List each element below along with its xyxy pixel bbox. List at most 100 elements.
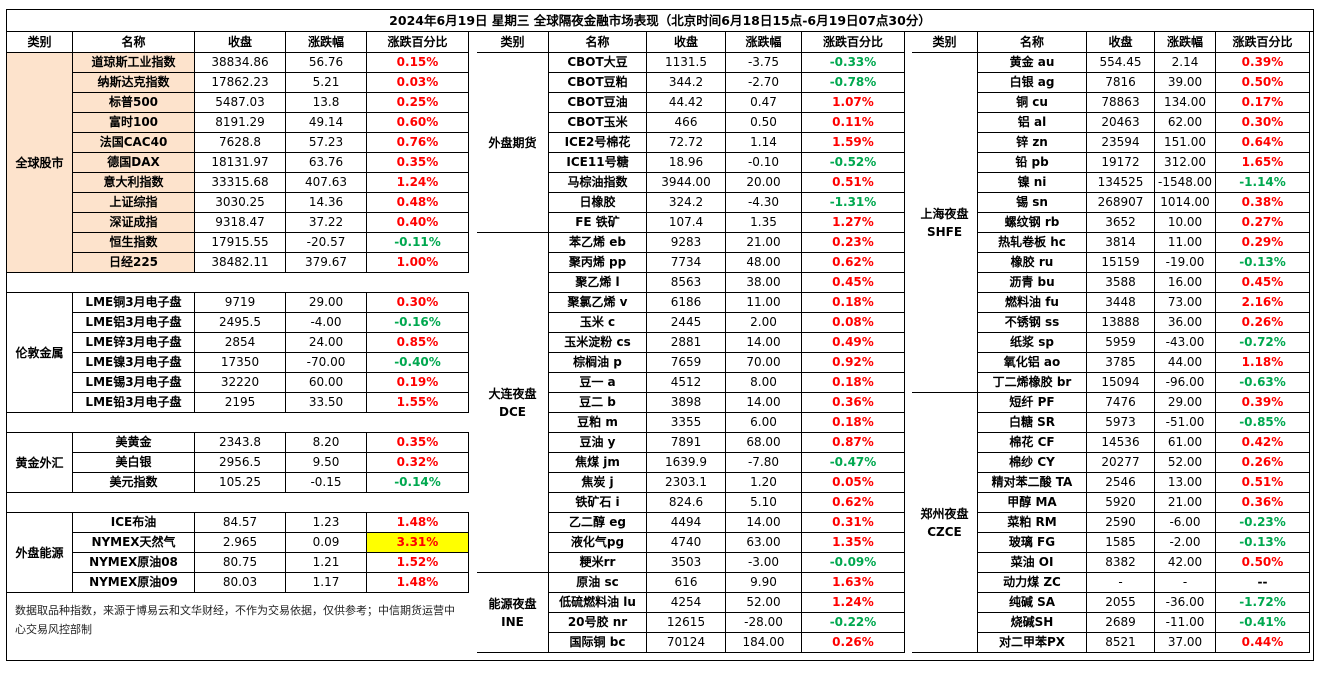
cell-change: 2.14 xyxy=(1155,53,1216,73)
cell-close: 1639.9 xyxy=(647,453,726,473)
cell-change: 42.00 xyxy=(1155,553,1216,573)
cell-pct: 0.62% xyxy=(802,253,905,273)
cell-change: 5.21 xyxy=(286,73,367,93)
cell-close: 3588 xyxy=(1087,273,1155,293)
cell-name: 深证成指 xyxy=(73,213,195,233)
cell-close: 84.57 xyxy=(195,513,286,533)
cell-close: 466 xyxy=(647,113,726,133)
cell-name: 不锈钢 ss xyxy=(978,313,1087,333)
cell-close: 3652 xyxy=(1087,213,1155,233)
cell-name: 意大利指数 xyxy=(73,173,195,193)
cell-name: 聚乙烯 l xyxy=(549,273,647,293)
cell-name: 沥青 bu xyxy=(978,273,1087,293)
cell-change: 39.00 xyxy=(1155,73,1216,93)
cell-close: 3814 xyxy=(1087,233,1155,253)
cell-close: 3448 xyxy=(1087,293,1155,313)
cell-pct: 0.64% xyxy=(1216,133,1310,153)
cell-pct: -0.13% xyxy=(1216,253,1310,273)
cell-name: 聚氯乙烯 v xyxy=(549,293,647,313)
cell-pct: 0.45% xyxy=(802,273,905,293)
cell-name: ICE布油 xyxy=(73,513,195,533)
cell-close: 2495.5 xyxy=(195,313,286,333)
cell-close: 7628.8 xyxy=(195,133,286,153)
group-spacer xyxy=(7,413,469,433)
column-header: 涨跌幅 xyxy=(286,32,367,53)
cell-change: 184.00 xyxy=(726,633,802,653)
column-header: 类别 xyxy=(477,32,549,53)
cell-close: 17915.55 xyxy=(195,233,286,253)
cell-change: 134.00 xyxy=(1155,93,1216,113)
cell-pct: 0.31% xyxy=(802,513,905,533)
cell-pct: 1.65% xyxy=(1216,153,1310,173)
cell-change: 0.47 xyxy=(726,93,802,113)
cell-name: 焦炭 j xyxy=(549,473,647,493)
cell-pct: 0.08% xyxy=(802,313,905,333)
cell-name: 菜油 OI xyxy=(978,553,1087,573)
cell-pct: 1.63% xyxy=(802,573,905,593)
cell-change: 70.00 xyxy=(726,353,802,373)
cell-close: 2854 xyxy=(195,333,286,353)
cell-change: 1.35 xyxy=(726,213,802,233)
cell-pct: 0.39% xyxy=(1216,53,1310,73)
cell-pct: 1.00% xyxy=(367,253,469,273)
cell-change: 0.09 xyxy=(286,533,367,553)
cell-name: 甲醇 MA xyxy=(978,493,1087,513)
column-header: 类别 xyxy=(912,32,978,53)
cell-name: NYMEX原油09 xyxy=(73,573,195,593)
cell-close: 8563 xyxy=(647,273,726,293)
cell-close: 344.2 xyxy=(647,73,726,93)
cell-pct: -0.14% xyxy=(367,473,469,493)
cell-name: 白银 ag xyxy=(978,73,1087,93)
cell-change: -3.00 xyxy=(726,553,802,573)
cell-name: 粳米rr xyxy=(549,553,647,573)
cell-change: 20.00 xyxy=(726,173,802,193)
cell-name: 德国DAX xyxy=(73,153,195,173)
cell-change: 8.00 xyxy=(726,373,802,393)
cell-name: 精对苯二酸 TA xyxy=(978,473,1087,493)
cell-pct: 0.25% xyxy=(367,93,469,113)
cell-close: 105.25 xyxy=(195,473,286,493)
cell-pct: 0.05% xyxy=(802,473,905,493)
cell-name: 道琼斯工业指数 xyxy=(73,53,195,73)
cell-pct: 2.16% xyxy=(1216,293,1310,313)
cell-close: 8191.29 xyxy=(195,113,286,133)
cell-change: -0.10 xyxy=(726,153,802,173)
cell-name: 铅 pb xyxy=(978,153,1087,173)
cell-close: 1585 xyxy=(1087,533,1155,553)
cell-close: 2343.8 xyxy=(195,433,286,453)
cell-name: 锌 zn xyxy=(978,133,1087,153)
cell-name: 乙二醇 eg xyxy=(549,513,647,533)
cell-pct: 0.76% xyxy=(367,133,469,153)
column-header: 名称 xyxy=(978,32,1087,53)
cell-close: 7659 xyxy=(647,353,726,373)
cell-name: 日经225 xyxy=(73,253,195,273)
cell-change: 62.00 xyxy=(1155,113,1216,133)
cell-pct: 1.07% xyxy=(802,93,905,113)
column-header: 名称 xyxy=(73,32,195,53)
cell-close: 80.03 xyxy=(195,573,286,593)
cell-name: 铜 cu xyxy=(978,93,1087,113)
cell-name: 标普500 xyxy=(73,93,195,113)
cell-close: 9283 xyxy=(647,233,726,253)
category-label: 全球股市 xyxy=(7,53,73,273)
category-label: 伦敦金属 xyxy=(7,293,73,413)
cell-name: 黄金 au xyxy=(978,53,1087,73)
cell-close: 7734 xyxy=(647,253,726,273)
cell-name: 美白银 xyxy=(73,453,195,473)
cell-name: ICE11号糖 xyxy=(549,153,647,173)
cell-pct: -0.47% xyxy=(802,453,905,473)
cell-pct: 0.51% xyxy=(1216,473,1310,493)
cell-pct: -0.40% xyxy=(367,353,469,373)
cell-name: 纸浆 sp xyxy=(978,333,1087,353)
cell-pct: 0.35% xyxy=(367,433,469,453)
cell-close: 72.72 xyxy=(647,133,726,153)
cell-name: CBOT豆粕 xyxy=(549,73,647,93)
category-label: 郑州夜盘 CZCE xyxy=(912,393,978,653)
cell-pct: 1.59% xyxy=(802,133,905,153)
cell-name: 马棕油指数 xyxy=(549,173,647,193)
cell-name: 短纤 PF xyxy=(978,393,1087,413)
cell-close: 15094 xyxy=(1087,373,1155,393)
cell-name: 豆油 y xyxy=(549,433,647,453)
cell-name: 菜粕 RM xyxy=(978,513,1087,533)
cell-change: 1.21 xyxy=(286,553,367,573)
